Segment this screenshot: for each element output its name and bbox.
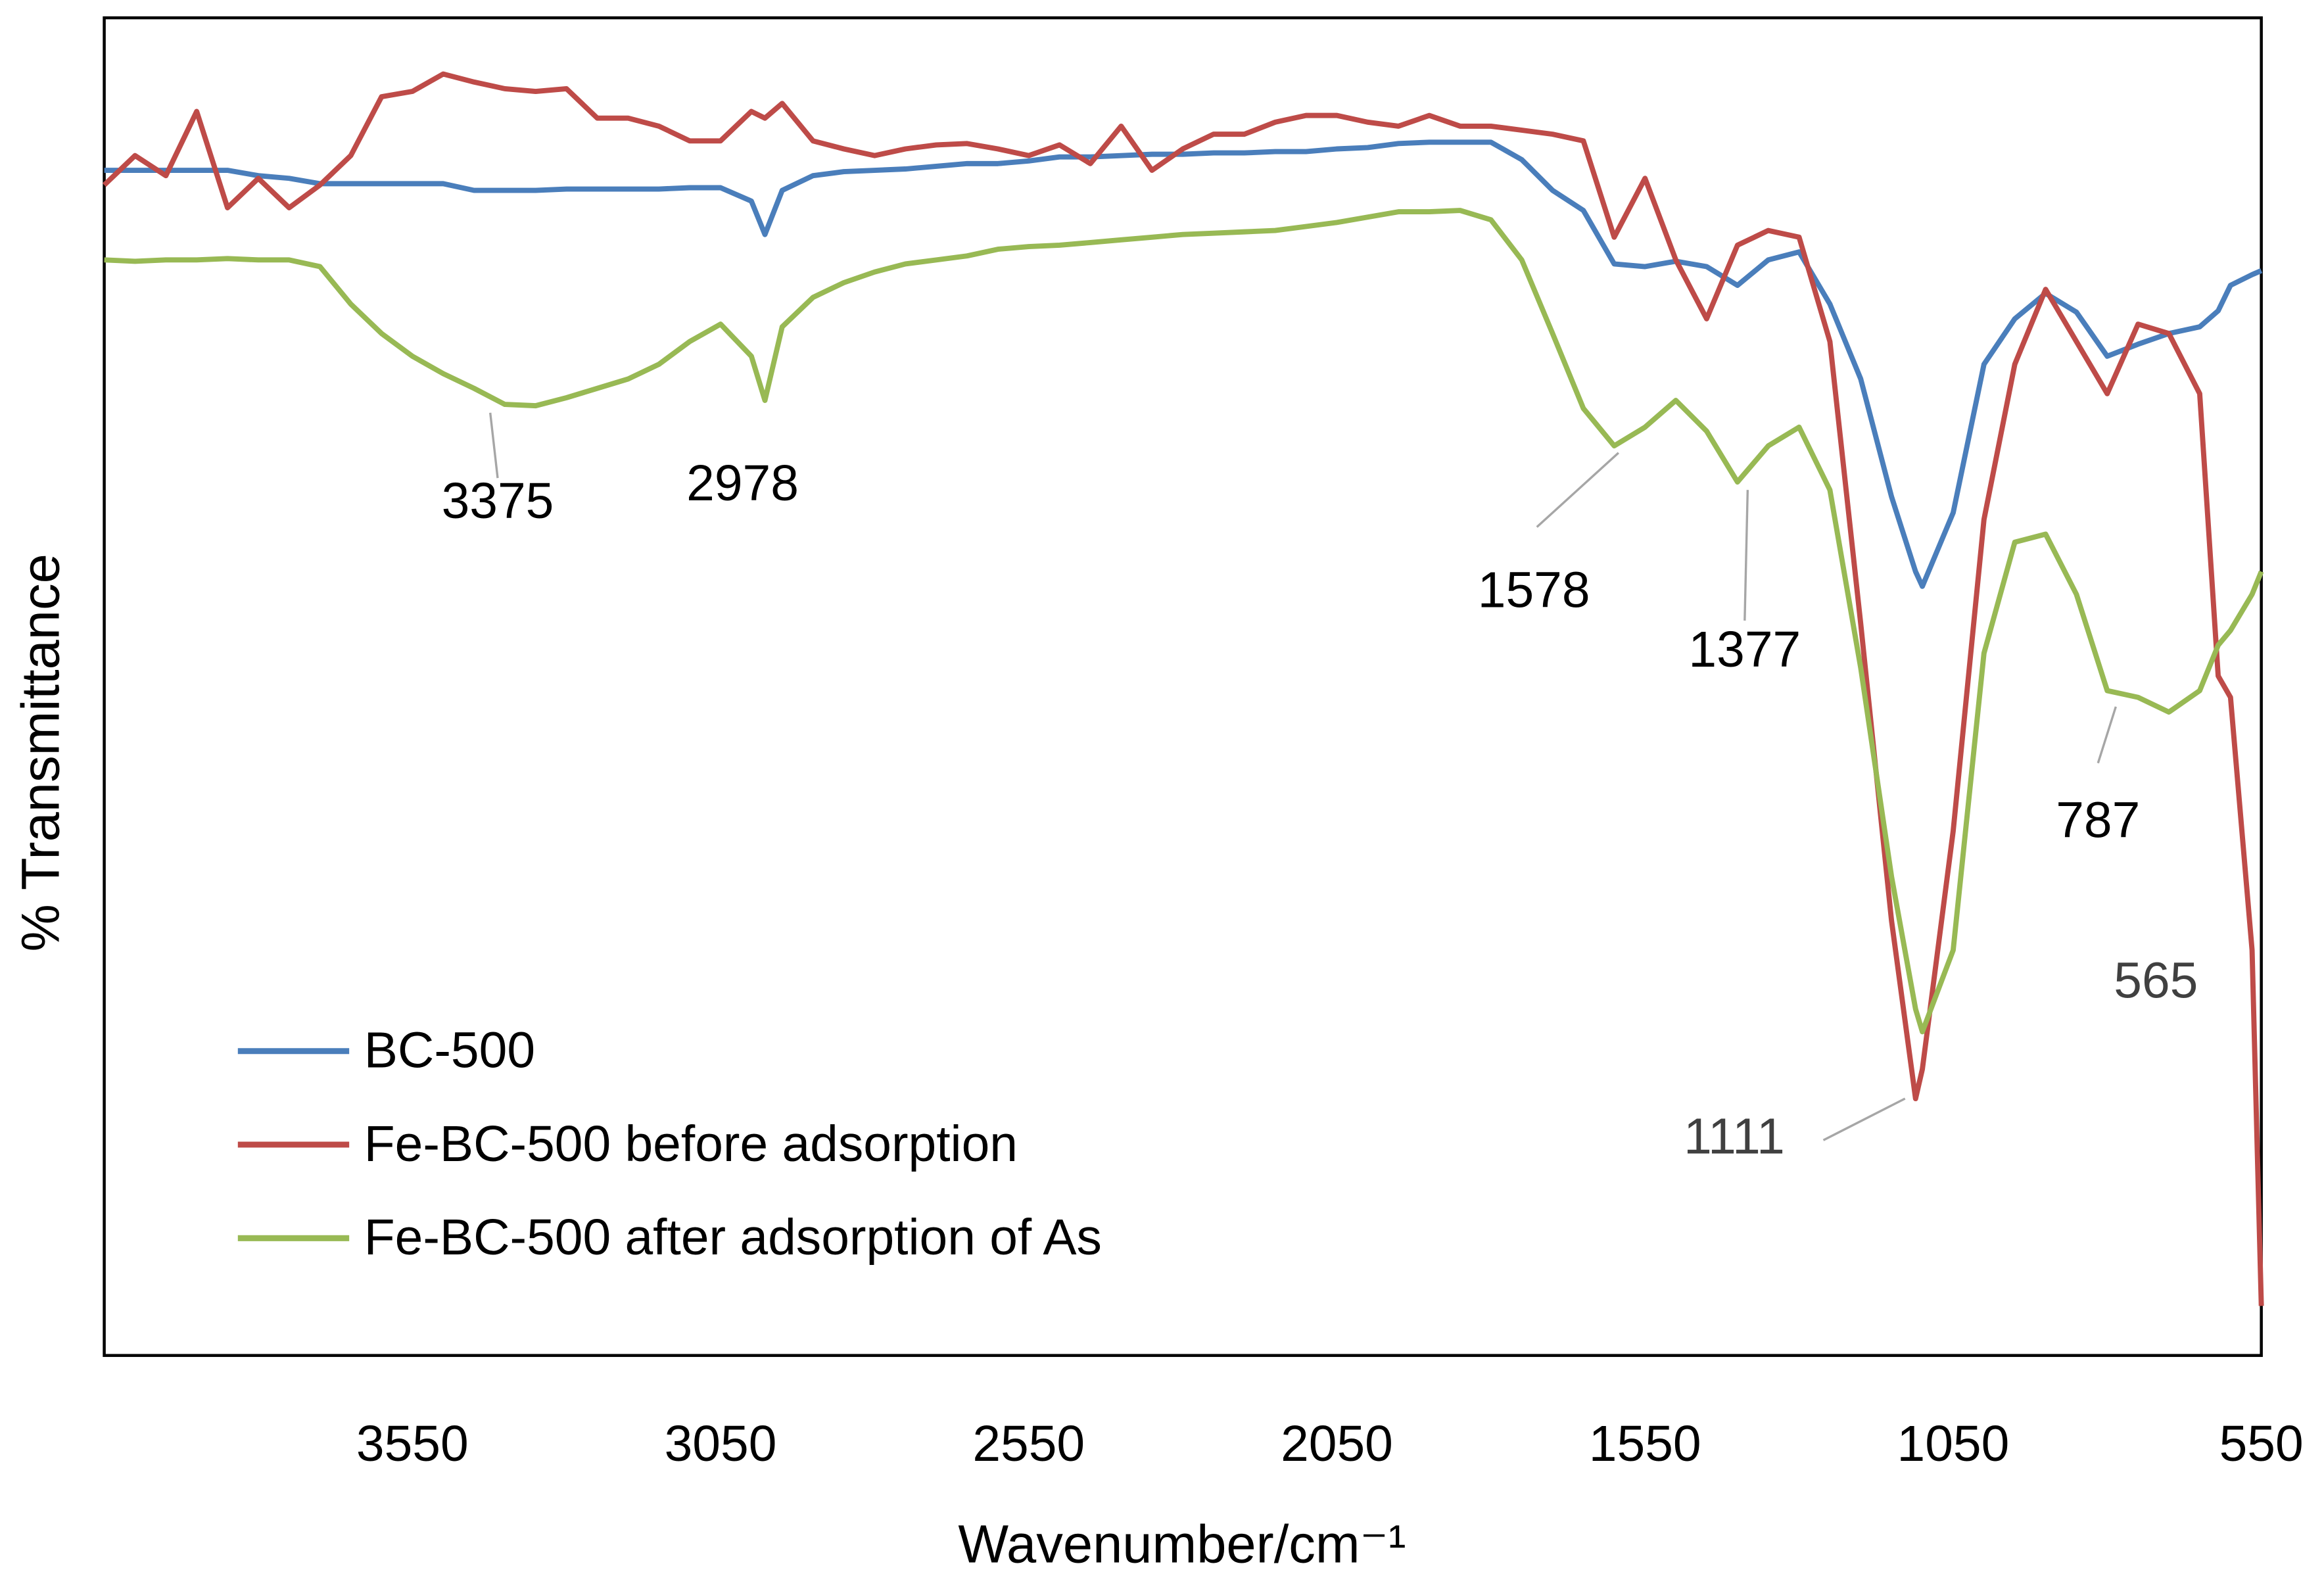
annotation: 1377 <box>1688 622 1801 678</box>
series-line <box>102 71 2264 1306</box>
annotation: 3375 <box>442 473 554 529</box>
annotation-leader <box>1743 490 1749 621</box>
x-axis-title: Wavenumber/cm⁻¹ <box>958 1515 1406 1575</box>
x-tick-label: 3050 <box>665 1416 777 1472</box>
legend-label: BC-500 <box>364 1023 535 1079</box>
y-axis-title: % Transmittance <box>11 554 71 951</box>
series-line <box>104 208 2264 1035</box>
x-tick-label: 2550 <box>972 1416 1085 1472</box>
annotation-leader <box>2097 706 2117 764</box>
x-tick-label: 3550 <box>356 1416 469 1472</box>
x-tick-label: 2050 <box>1281 1416 1393 1472</box>
annotation: 565 <box>2114 953 2198 1009</box>
annotation: 787 <box>2056 793 2140 849</box>
plot-frame <box>103 16 2263 1357</box>
x-tick-label: 550 <box>2219 1416 2304 1472</box>
series-line <box>104 139 2263 589</box>
legend-label: Fe-BC-500 after adsorption of As <box>364 1210 1102 1266</box>
annotation: 1578 <box>1478 563 1590 619</box>
x-tick-label: 1050 <box>1897 1416 2010 1472</box>
annotation-leader <box>1536 452 1620 528</box>
annotation: 2978 <box>686 456 799 511</box>
annotation-leader <box>489 412 499 479</box>
annotation: 1111 <box>1684 1109 1785 1165</box>
x-tick-label: 1550 <box>1589 1416 1701 1472</box>
annotation-leader <box>1822 1097 1906 1141</box>
legend-label: Fe-BC-500 before adsorption <box>364 1116 1018 1172</box>
